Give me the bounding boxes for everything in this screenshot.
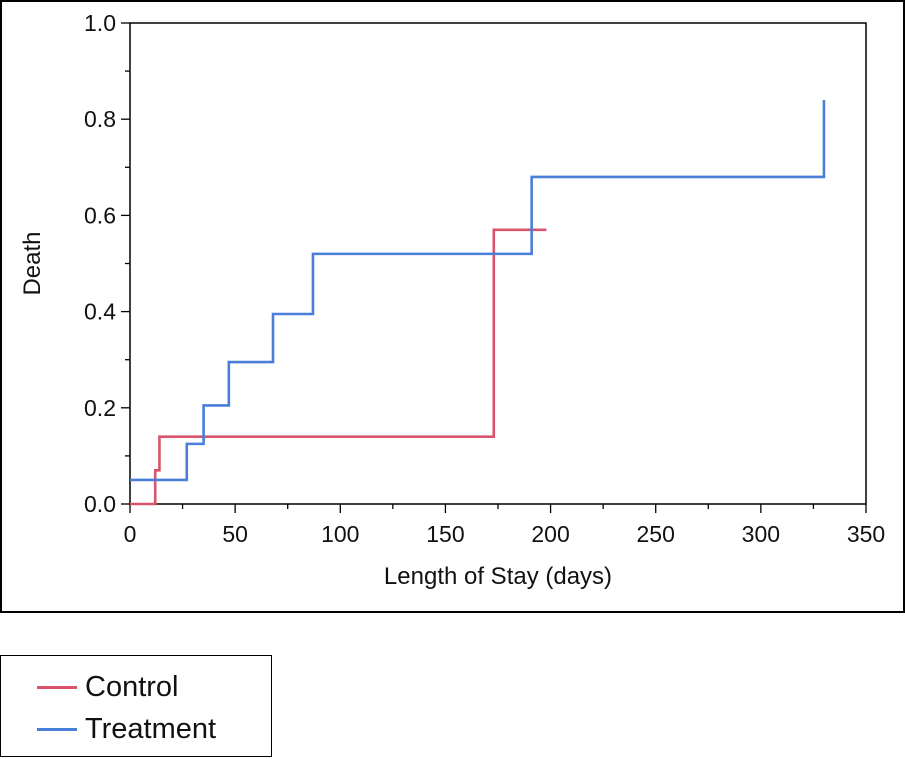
x-tick-label: 350: [847, 521, 885, 547]
y-tick-label: 0.8: [84, 106, 116, 132]
legend-swatch-control: [37, 685, 77, 689]
x-tick-label: 250: [637, 521, 675, 547]
x-axis-label: Length of Stay (days): [384, 563, 612, 590]
chart-svg: 0 50 100 150 200 250 300 350 0.0 0.2 0.4 0.6 0.8 1.0 L…: [0, 0, 905, 613]
legend-swatch-treatment: [37, 727, 77, 731]
legend-item-control: Control: [37, 669, 179, 705]
legend-label-treatment: Treatment: [85, 712, 217, 745]
legend: Control Treatment: [0, 655, 272, 757]
y-tick-label: 0.6: [84, 202, 116, 228]
plot-area-frame: [129, 22, 867, 505]
y-tick-label: 0.0: [84, 491, 116, 517]
chart-border: [0, 0, 905, 613]
legend-label-control: Control: [85, 670, 179, 703]
y-tick-label: 0.2: [84, 395, 116, 421]
x-tick-label: 200: [531, 521, 569, 547]
y-axis-label: Death: [19, 231, 46, 295]
x-tick-label: 50: [222, 521, 248, 547]
chart-frame: 0 50 100 150 200 250 300 350 0.0 0.2 0.4 0.6 0.8 1.0 L…: [0, 0, 905, 613]
x-tick-label: 150: [426, 521, 464, 547]
legend-item-treatment: Treatment: [37, 711, 216, 747]
x-tick-label: 0: [124, 521, 137, 547]
series-line-treatment: [130, 99, 826, 482]
series-line-control: [130, 228, 547, 506]
x-tick-label: 100: [321, 521, 359, 547]
y-tick-label: 1.0: [84, 10, 116, 36]
x-tick-label: 300: [742, 521, 780, 547]
y-tick-label: 0.4: [84, 299, 116, 325]
